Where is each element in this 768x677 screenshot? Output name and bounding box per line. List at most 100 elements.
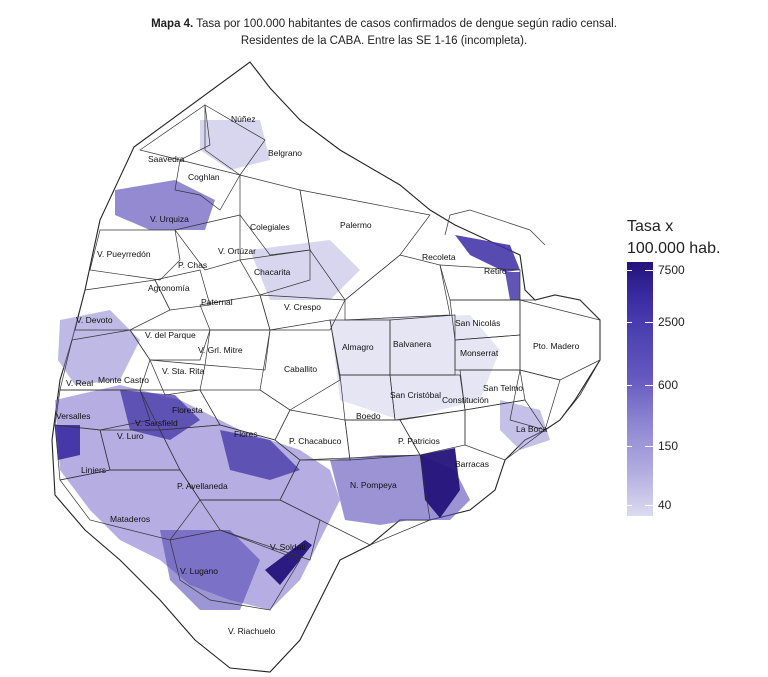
label-p-avellaneda: P. Avellaneda bbox=[177, 481, 228, 491]
boundary-line bbox=[239, 174, 311, 256]
cluster-centro bbox=[330, 315, 500, 420]
label-nunez: Núñez bbox=[231, 114, 256, 124]
label-floresta: Floresta bbox=[172, 405, 203, 415]
label-p-chas: P. Chas bbox=[178, 260, 207, 270]
label-barracas: Barracas bbox=[455, 459, 489, 469]
boundary-line bbox=[169, 529, 301, 611]
legend-color-bar bbox=[627, 262, 653, 516]
title-text: Tasa por 100.000 habitantes de casos con… bbox=[193, 18, 617, 30]
label-v-sarsfield: V. Sarsfield bbox=[135, 418, 178, 428]
legend-title: Tasa x 100.000 hab. bbox=[627, 216, 720, 260]
label-v-devoto: V. Devoto bbox=[76, 315, 113, 325]
legend-tick-40: 40 bbox=[658, 498, 672, 512]
legend-tick-2500: 2500 bbox=[658, 315, 685, 329]
label-pto-madero: Pto. Madero bbox=[533, 341, 580, 351]
map-title: Mapa 4. Tasa por 100.000 habitantes de c… bbox=[0, 16, 768, 50]
label-constitucion: Constitución bbox=[442, 395, 489, 405]
legend-tick-7500: 7500 bbox=[658, 263, 685, 277]
label-v-ortuzar: V. Ortúzar bbox=[218, 246, 256, 256]
boundary-line bbox=[74, 279, 171, 331]
legend-tick-mark bbox=[627, 322, 632, 323]
label-retiro: Retiro bbox=[484, 266, 507, 276]
boundary-line bbox=[54, 389, 151, 431]
legend-tick-mark bbox=[645, 270, 653, 271]
label-v-urquiza: V. Urquiza bbox=[150, 214, 189, 224]
boundary-line bbox=[464, 399, 546, 461]
label-la-boca: La Boca bbox=[516, 424, 547, 434]
boundary-line bbox=[239, 249, 311, 296]
boundary-line bbox=[259, 319, 341, 411]
label-saavedra: Saavedra bbox=[148, 154, 185, 164]
cluster-barracas bbox=[420, 448, 460, 518]
label-almagro: Almagro bbox=[342, 342, 374, 352]
label-versalles: Versalles bbox=[56, 411, 91, 421]
neighborhood-labels: Núñez Saavedra Belgrano Coghlan V. Urqui… bbox=[56, 114, 580, 636]
boundary-line bbox=[204, 329, 271, 371]
cluster-retiro bbox=[455, 235, 520, 272]
cluster-flores bbox=[220, 430, 300, 480]
label-palermo: Palermo bbox=[340, 220, 372, 230]
label-paternal: Paternal bbox=[201, 297, 233, 307]
label-v-real: V. Real bbox=[66, 378, 93, 388]
label-colegiales: Colegiales bbox=[250, 222, 290, 232]
label-v-lugano: V. Lugano bbox=[180, 566, 218, 576]
label-balvanera: Balvanera bbox=[393, 339, 432, 349]
legend-tick-mark bbox=[627, 270, 632, 271]
boundary-line bbox=[139, 104, 211, 161]
cluster-floresta bbox=[120, 390, 200, 440]
label-belgrano: Belgrano bbox=[268, 148, 302, 158]
label-monte-castro: Monte Castro bbox=[98, 375, 149, 385]
dock-lines bbox=[444, 209, 546, 246]
label-liniers: Liniers bbox=[81, 465, 106, 475]
label-v-crespo: V. Crespo bbox=[284, 302, 321, 312]
legend-tick-mark bbox=[645, 505, 653, 506]
boundary-line bbox=[59, 329, 151, 391]
boundary-line bbox=[259, 294, 346, 331]
title-line-1: Mapa 4. Tasa por 100.000 habitantes de c… bbox=[0, 16, 768, 33]
legend-title-line-1: Tasa x bbox=[627, 218, 674, 235]
label-n-pompeya: N. Pompeya bbox=[350, 480, 397, 490]
boundary-line bbox=[519, 299, 601, 381]
label-mataderos: Mataderos bbox=[110, 514, 150, 524]
legend-tick-mark bbox=[645, 385, 653, 386]
density-layer bbox=[55, 120, 550, 610]
title-line-2: Residentes de la CABA. Entre las SE 1-16… bbox=[240, 35, 528, 47]
label-v-pueyrredon: V. Pueyrredón bbox=[97, 249, 151, 259]
boundary-line bbox=[344, 254, 451, 321]
label-v-luro: V. Luro bbox=[117, 431, 144, 441]
boundary-line bbox=[274, 409, 351, 461]
label-monserrat: Monserrat bbox=[460, 348, 499, 358]
label-v-del-parque: V. del Parque bbox=[145, 330, 196, 340]
label-san-nicolas: San Nicolás bbox=[455, 318, 500, 328]
label-chacarita: Chacarita bbox=[254, 267, 291, 277]
label-flores: Flores bbox=[234, 429, 258, 439]
label-v-sta-rita: V. Sta. Rita bbox=[162, 366, 204, 376]
label-boedo: Boedo bbox=[356, 411, 381, 421]
legend-tick-600: 600 bbox=[658, 378, 679, 392]
city-outline bbox=[51, 61, 601, 673]
label-coghlan: Coghlan bbox=[188, 172, 220, 182]
legend-tick-mark bbox=[645, 322, 653, 323]
boundaries bbox=[54, 104, 601, 611]
legend-tick-mark bbox=[645, 446, 653, 447]
cluster-versalles bbox=[55, 425, 80, 460]
label-san-telmo: San Telmo bbox=[483, 383, 523, 393]
cluster-central-light bbox=[250, 240, 360, 300]
cluster-soldati-strip bbox=[265, 540, 312, 585]
cluster-urquiza bbox=[115, 180, 215, 230]
label-v-gral-mitre: V. Grl. Mitre bbox=[198, 345, 243, 355]
boundary-line bbox=[89, 229, 181, 281]
port-outline bbox=[520, 294, 601, 431]
cluster-lugano bbox=[160, 530, 260, 610]
label-v-soldati: V. Soldati bbox=[270, 542, 306, 552]
label-agronomia: Agronomía bbox=[148, 283, 190, 293]
label-p-chacabuco: P. Chacabuco bbox=[289, 436, 342, 446]
label-san-cristobal: San Cristóbal bbox=[390, 390, 441, 400]
cluster-retiro-strip bbox=[505, 272, 520, 300]
cluster-boca bbox=[500, 400, 550, 450]
label-v-riachuelo: V. Riachuelo bbox=[228, 626, 276, 636]
label-recoleta: Recoleta bbox=[422, 252, 456, 262]
label-p-patricios: P. Patricios bbox=[398, 436, 440, 446]
label-caballito: Caballito bbox=[284, 364, 317, 374]
